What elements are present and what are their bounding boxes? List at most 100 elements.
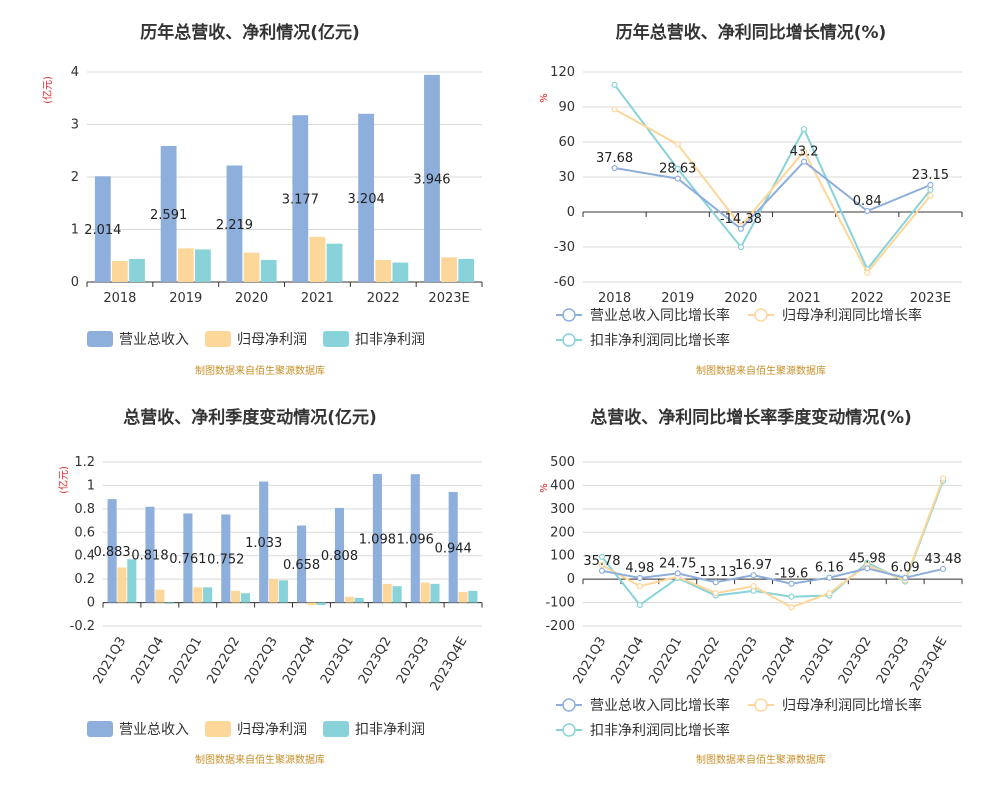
y-tick-label: 3: [71, 118, 79, 133]
chart-svg: 历年总营收、净利同比增长情况(%)% -60 -30 0 30 60 90 120 2018 20…: [539, 22, 963, 377]
bar-data-label: 2.591: [150, 208, 187, 223]
series-point: [864, 207, 871, 215]
series-point: [712, 590, 719, 597]
x-tick-label: 2023Q3: [394, 635, 433, 687]
x-tick-label: 2021Q3: [571, 635, 610, 687]
bar-revenue: [221, 514, 231, 603]
x-tick-label: 2022: [367, 291, 400, 306]
bar-net-profit: [441, 257, 457, 282]
x-tick-label: 2018: [103, 291, 136, 306]
legend-label: 归母净利润同比增长率: [782, 697, 922, 714]
bar-net-profit: [420, 582, 430, 603]
bar-revenue: [145, 506, 155, 603]
line-data-label: 0.84: [853, 194, 882, 209]
bar-deducted-profit: [165, 602, 175, 604]
bar-deducted-profit: [127, 559, 137, 603]
bar-revenue: [358, 113, 375, 282]
legend-marker: [562, 723, 576, 737]
x-tick-label: 2023E: [910, 291, 951, 306]
bar-revenue: [334, 507, 345, 603]
line-data-label: 35.78: [583, 554, 620, 569]
series-point: [864, 269, 871, 276]
series-point: [902, 574, 909, 581]
legend-swatch: [323, 331, 349, 347]
y-tick-label: -100: [545, 596, 575, 611]
bar-data-label: 0.818: [131, 549, 168, 564]
chart-title: 总营收、净利同比增长率季度变动情况(%): [590, 407, 912, 428]
legend-marker: [754, 308, 768, 322]
chart-title: 历年总营收、净利情况(亿元): [140, 22, 360, 43]
series-point: [788, 604, 795, 611]
bar-net-profit: [117, 567, 127, 603]
x-tick-label: 2022Q1: [646, 635, 685, 687]
bar-net-profit: [112, 261, 128, 282]
line-data-label: 45.98: [849, 551, 886, 566]
x-tick-label: 2021: [788, 291, 821, 306]
series-point: [598, 567, 606, 574]
line-data-label: 4.98: [625, 561, 654, 576]
bar-net-profit: [306, 602, 316, 605]
bar-deducted-profit: [278, 580, 288, 603]
x-tick-label: 2022Q2: [204, 635, 243, 687]
line-data-label: 16.97: [735, 558, 772, 573]
x-tick-label: 2023Q3: [874, 635, 913, 687]
line-data-label: 37.68: [596, 151, 633, 166]
source-note: 制图数据来自佰生聚源数据库: [696, 364, 826, 377]
bar-data-label: 1.033: [245, 536, 282, 551]
x-tick-label: 2022Q2: [684, 635, 723, 687]
bar-net-profit: [458, 592, 468, 603]
bar-deducted-profit: [194, 249, 211, 282]
bar-deducted-profit: [326, 243, 343, 282]
series-point: [800, 148, 808, 155]
bar-deducted-profit: [240, 593, 251, 603]
bar-deducted-profit: [260, 259, 277, 282]
y-axis-label: %: [539, 483, 550, 493]
bar-revenue: [297, 525, 307, 603]
y-tick-label: 0: [71, 275, 79, 290]
bar-data-label: 2.014: [84, 223, 121, 238]
line-data-label: 6.09: [891, 561, 920, 576]
x-tick-label: 2021Q4: [129, 635, 168, 687]
bar-net-profit: [344, 596, 354, 603]
chart-title: 历年总营收、净利同比增长情况(%): [616, 22, 887, 43]
y-tick-label: 0.8: [74, 502, 95, 517]
bar-net-profit: [382, 583, 392, 603]
legend-label: 扣非净利润: [355, 722, 425, 738]
x-tick-label: 2023Q1: [798, 635, 837, 687]
legend-label: 营业总收入: [119, 332, 189, 348]
y-tick-label: 4: [71, 65, 79, 80]
y-tick-label: 100: [550, 549, 575, 564]
x-tick-label: 2019: [661, 291, 694, 306]
series-point: [674, 141, 681, 148]
line-data-label: -14.38: [720, 212, 762, 227]
chart-svg: 总营收、净利季度变动情况(亿元) (亿元) -0.2 0 0.2 0.4 0.6 0.8 1 1.…: [57, 407, 483, 766]
bar-revenue: [160, 145, 177, 282]
series-point: [788, 580, 795, 587]
legend-label: 营业总收入: [119, 722, 189, 738]
series-point: [598, 553, 606, 560]
y-tick-label: 300: [550, 502, 575, 517]
bar-net-profit: [177, 248, 194, 282]
x-tick-label: 2018: [598, 291, 631, 306]
bar-net-profit: [231, 590, 241, 603]
source-note: 制图数据来自佰生聚源数据库: [195, 753, 325, 766]
bar-net-profit: [309, 236, 326, 282]
bar-revenue: [183, 513, 193, 603]
x-tick-label: 2019: [169, 291, 202, 306]
bar-net-profit: [243, 252, 260, 282]
bar-revenue: [372, 473, 382, 603]
bar-deducted-profit: [203, 587, 213, 603]
bar-deducted-profit: [354, 597, 364, 603]
legend-marker: [562, 333, 576, 347]
bar-data-label: 0.883: [93, 545, 130, 560]
series-point: [864, 565, 871, 572]
bar-data-label: 1.096: [397, 532, 434, 547]
legend-label: 归母净利润同比增长率: [782, 307, 922, 324]
legend-swatch: [205, 721, 231, 737]
line-data-label: 24.75: [659, 556, 696, 571]
bar-deducted-profit: [430, 583, 440, 603]
series-point: [800, 158, 808, 165]
bar-revenue: [410, 474, 420, 603]
bar-data-label: 3.177: [282, 193, 319, 208]
series-point: [750, 583, 757, 590]
